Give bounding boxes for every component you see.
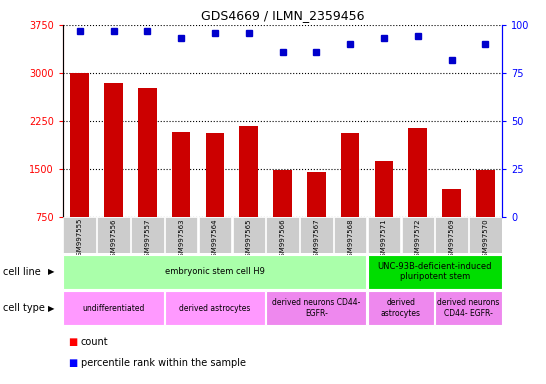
Text: GSM997572: GSM997572 — [415, 218, 421, 261]
Text: GSM997557: GSM997557 — [144, 218, 150, 261]
Text: GSM997567: GSM997567 — [313, 218, 319, 261]
Bar — [368, 255, 502, 289]
Bar — [401, 217, 434, 253]
Bar — [368, 217, 400, 253]
Bar — [334, 217, 366, 253]
Text: ■: ■ — [68, 337, 78, 347]
Bar — [368, 291, 434, 325]
Text: derived neurons CD44-
EGFR-: derived neurons CD44- EGFR- — [272, 298, 360, 318]
Bar — [435, 291, 502, 325]
Text: percentile rank within the sample: percentile rank within the sample — [81, 358, 246, 368]
Text: GSM997570: GSM997570 — [483, 218, 489, 261]
Bar — [435, 217, 468, 253]
Text: cell line: cell line — [3, 266, 40, 277]
Bar — [233, 217, 265, 253]
Bar — [408, 128, 427, 217]
Text: GSM997569: GSM997569 — [449, 218, 455, 261]
Bar — [172, 132, 191, 217]
Bar — [63, 255, 366, 289]
Bar — [266, 291, 366, 325]
Text: GSM997565: GSM997565 — [246, 218, 252, 261]
Text: GSM997568: GSM997568 — [347, 218, 353, 261]
Text: GSM997566: GSM997566 — [280, 218, 286, 261]
Text: derived
astrocytes: derived astrocytes — [381, 298, 421, 318]
Text: GSM997564: GSM997564 — [212, 218, 218, 261]
Text: embryonic stem cell H9: embryonic stem cell H9 — [165, 267, 265, 276]
Text: GSM997563: GSM997563 — [178, 218, 184, 261]
Text: undifferentiated: undifferentiated — [82, 304, 145, 313]
Bar — [199, 217, 231, 253]
Bar — [70, 73, 89, 217]
Text: count: count — [81, 337, 109, 347]
Text: cell type: cell type — [3, 303, 45, 313]
Bar — [240, 126, 258, 217]
Text: UNC-93B-deficient-induced
pluripotent stem: UNC-93B-deficient-induced pluripotent st… — [377, 262, 492, 281]
Bar — [266, 217, 299, 253]
Bar — [206, 133, 224, 217]
Text: derived neurons
CD44- EGFR-: derived neurons CD44- EGFR- — [437, 298, 500, 318]
Bar — [476, 170, 495, 217]
Bar — [63, 291, 164, 325]
Bar — [104, 83, 123, 217]
Text: GSM997571: GSM997571 — [381, 218, 387, 261]
Text: derived astrocytes: derived astrocytes — [179, 304, 251, 313]
Text: ▶: ▶ — [48, 267, 55, 276]
Text: GSM997555: GSM997555 — [76, 218, 82, 260]
Text: ■: ■ — [68, 358, 78, 368]
Text: ▶: ▶ — [48, 304, 55, 313]
Text: GSM997556: GSM997556 — [110, 218, 116, 261]
Bar — [469, 217, 502, 253]
Bar — [307, 172, 325, 217]
Bar — [273, 170, 292, 217]
Bar — [341, 133, 359, 217]
Title: GDS4669 / ILMN_2359456: GDS4669 / ILMN_2359456 — [201, 9, 364, 22]
Bar — [63, 217, 96, 253]
Bar — [165, 217, 197, 253]
Bar — [300, 217, 333, 253]
Bar — [375, 161, 393, 217]
Bar — [165, 291, 265, 325]
Bar — [138, 88, 157, 217]
Bar — [97, 217, 130, 253]
Bar — [131, 217, 164, 253]
Bar — [442, 189, 461, 217]
